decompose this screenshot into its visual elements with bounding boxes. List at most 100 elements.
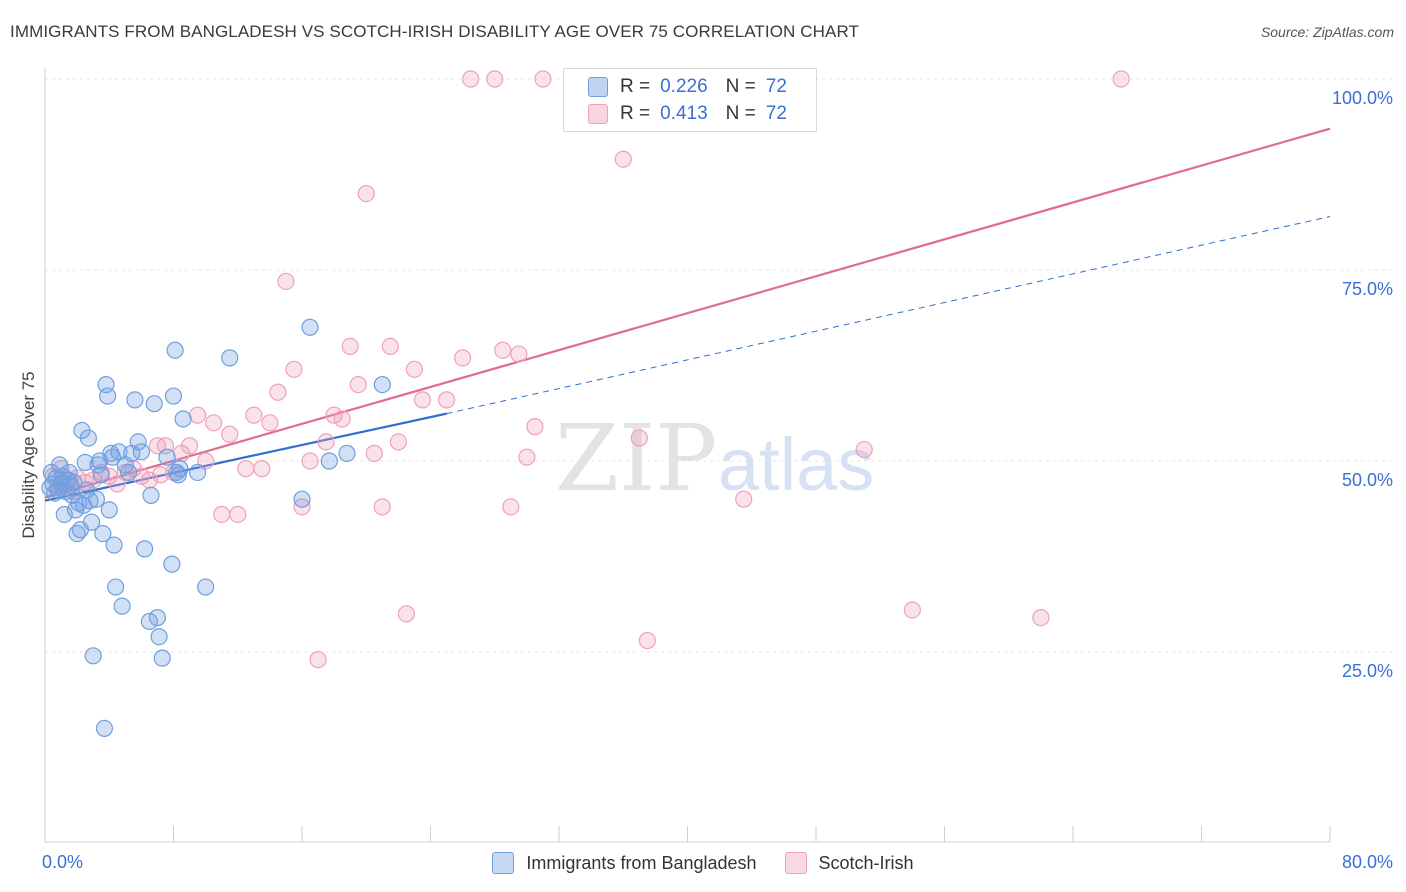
point-bangladesh	[373, 376, 391, 394]
point-scotch-irish	[397, 605, 416, 623]
point-bangladesh	[87, 490, 106, 508]
y-axis-title-group: Disability Age Over 75	[19, 371, 38, 538]
point-bangladesh	[145, 395, 163, 413]
gridlines	[45, 78, 1392, 653]
y-tick-label: 75.0%	[1342, 279, 1393, 299]
point-scotch-irish	[389, 433, 407, 451]
point-scotch-irish	[261, 414, 279, 432]
watermark-zip: ZIP	[555, 405, 717, 512]
x-tick-max: 80.0%	[1341, 852, 1393, 872]
point-scotch-irish	[454, 349, 472, 367]
point-scotch-irish	[285, 360, 303, 378]
point-bangladesh	[94, 524, 112, 543]
point-scotch-irish	[534, 70, 552, 88]
point-bangladesh	[107, 578, 125, 596]
point-scotch-irish	[462, 70, 480, 88]
data-points	[41, 70, 1130, 738]
y-tick-label: 25.0%	[1342, 661, 1393, 681]
series-legend-item-scotch-irish: Scotch-Irish	[784, 852, 914, 874]
point-scotch-irish	[357, 185, 375, 203]
point-bangladesh	[100, 501, 118, 519]
point-scotch-irish	[630, 429, 648, 447]
point-bangladesh	[105, 536, 123, 554]
point-scotch-irish	[349, 376, 367, 394]
point-scotch-irish	[373, 498, 391, 516]
point-bangladesh	[166, 341, 184, 359]
point-scotch-irish	[502, 498, 520, 516]
point-scotch-irish	[213, 505, 231, 524]
point-bangladesh	[119, 463, 138, 482]
point-bangladesh	[142, 486, 160, 504]
point-scotch-irish	[333, 410, 351, 428]
legend-swatch-pink	[588, 104, 608, 124]
point-bangladesh	[164, 387, 183, 405]
point-scotch-irish	[365, 444, 383, 462]
series-legend: Immigrants from Bangladesh Scotch-Irish	[0, 852, 1406, 874]
point-bangladesh	[301, 318, 319, 336]
point-bangladesh	[171, 460, 189, 478]
point-scotch-irish	[614, 150, 632, 168]
point-bangladesh	[65, 473, 83, 491]
point-scotch-irish	[205, 414, 223, 432]
point-bangladesh	[174, 410, 192, 428]
point-scotch-irish	[132, 467, 150, 485]
source-label: Source: ZipAtlas.com	[1260, 24, 1394, 40]
point-scotch-irish	[269, 383, 287, 401]
point-bangladesh	[42, 463, 61, 482]
point-bangladesh	[76, 453, 94, 472]
point-bangladesh	[293, 490, 311, 508]
point-scotch-irish	[518, 448, 536, 466]
point-bangladesh	[338, 444, 356, 462]
point-scotch-irish	[381, 337, 399, 355]
point-scotch-irish	[221, 425, 239, 443]
point-bangladesh	[126, 391, 144, 409]
point-bangladesh	[92, 466, 110, 484]
legend-n-label: N =	[725, 76, 756, 97]
point-scotch-irish	[405, 360, 424, 378]
x-tick-min: 0.0%	[42, 852, 84, 872]
trend-line-bangladesh-extension	[446, 216, 1331, 415]
point-bangladesh	[82, 513, 101, 531]
point-bangladesh	[169, 466, 187, 484]
point-scotch-irish	[526, 418, 544, 436]
chart-title: IMMIGRANTS FROM BANGLADESH VS SCOTCH-IRI…	[10, 22, 860, 41]
y-tick-label: 100.0%	[1332, 88, 1393, 108]
point-scotch-irish	[486, 70, 504, 88]
point-scotch-irish	[237, 460, 255, 478]
trend-lines	[44, 127, 1331, 502]
legend-r-label: R =	[620, 103, 651, 124]
point-scotch-irish	[855, 440, 873, 459]
point-scotch-irish	[510, 345, 528, 363]
point-bangladesh	[150, 628, 168, 646]
point-scotch-irish	[325, 406, 343, 424]
point-scotch-irish	[188, 406, 207, 424]
point-bangladesh	[60, 463, 78, 482]
point-bangladesh	[320, 452, 338, 470]
point-bangladesh	[81, 492, 99, 510]
point-scotch-irish	[1032, 609, 1050, 627]
legend-n-label: N =	[725, 103, 756, 124]
point-scotch-irish	[735, 490, 753, 508]
point-scotch-irish	[180, 437, 199, 455]
point-scotch-irish	[638, 631, 656, 650]
trend-line-bangladesh	[44, 412, 447, 502]
point-scotch-irish	[903, 601, 921, 619]
point-bangladesh	[99, 387, 117, 405]
y-axis-title: Disability Age Over 75	[19, 371, 38, 538]
watermark-atlas: atlas	[718, 423, 874, 506]
axes	[44, 68, 1331, 843]
point-scotch-irish	[301, 452, 319, 470]
point-scotch-irish	[253, 460, 271, 478]
point-bangladesh	[132, 443, 150, 461]
correlation-legend: R = 0.226 N = 72 R = 0.413 N = 72	[563, 68, 817, 132]
series-legend-label: Immigrants from Bangladesh	[526, 852, 757, 873]
point-bangladesh	[129, 433, 147, 451]
legend-swatch-blue	[588, 77, 608, 97]
point-scotch-irish	[277, 272, 295, 291]
point-scotch-irish	[245, 406, 263, 424]
point-scotch-irish	[341, 337, 359, 355]
point-bangladesh	[158, 448, 176, 466]
point-bangladesh	[55, 505, 73, 524]
point-scotch-irish	[494, 341, 512, 359]
